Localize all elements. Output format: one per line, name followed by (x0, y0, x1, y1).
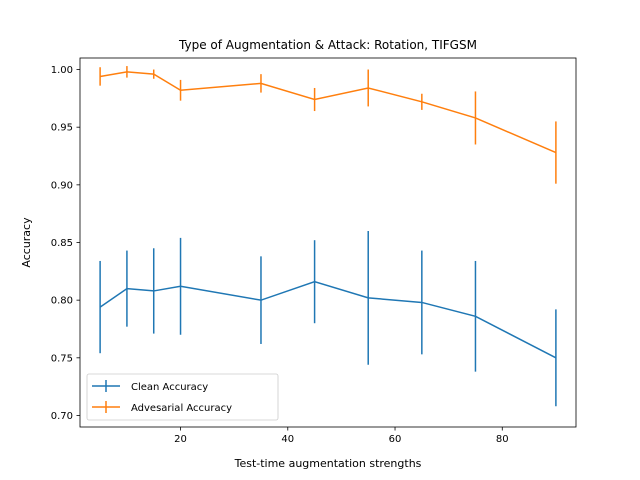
y-tick-label: 0.85 (51, 238, 73, 249)
plot-frame (79, 57, 577, 428)
legend: Clean Accuracy Advesarial Accuracy (86, 373, 279, 421)
y-tick-label: 0.90 (51, 180, 73, 191)
series-0 (99, 230, 557, 407)
series-1 (99, 66, 557, 184)
x-tick-label: 20 (174, 434, 187, 445)
y-tick-label: 1.00 (51, 65, 73, 76)
series-line (99, 71, 557, 154)
y-tick-label: 0.95 (51, 123, 73, 134)
axis-ticks: 20 40 60 80 0.70 0.75 0.80 0.85 0.90 0.95 1.00 (51, 65, 509, 445)
series-line (99, 280, 557, 359)
legend-box (86, 373, 279, 421)
y-tick-label: 0.80 (51, 296, 73, 307)
y-tick-label: 0.70 (51, 411, 73, 422)
y-axis-label: Accuracy (20, 217, 33, 268)
x-tick-label: 40 (281, 434, 294, 445)
y-tick-label: 0.75 (51, 353, 73, 364)
chart-title: Type of Augmentation & Attack: Rotation,… (178, 38, 477, 52)
x-tick-label: 60 (389, 434, 402, 445)
legend-label: Advesarial Accuracy (131, 403, 232, 414)
legend-label: Clean Accuracy (131, 382, 208, 393)
series-layer (99, 66, 557, 407)
x-axis-label: Test-time augmentation strengths (234, 457, 422, 470)
x-tick-label: 80 (496, 434, 509, 445)
